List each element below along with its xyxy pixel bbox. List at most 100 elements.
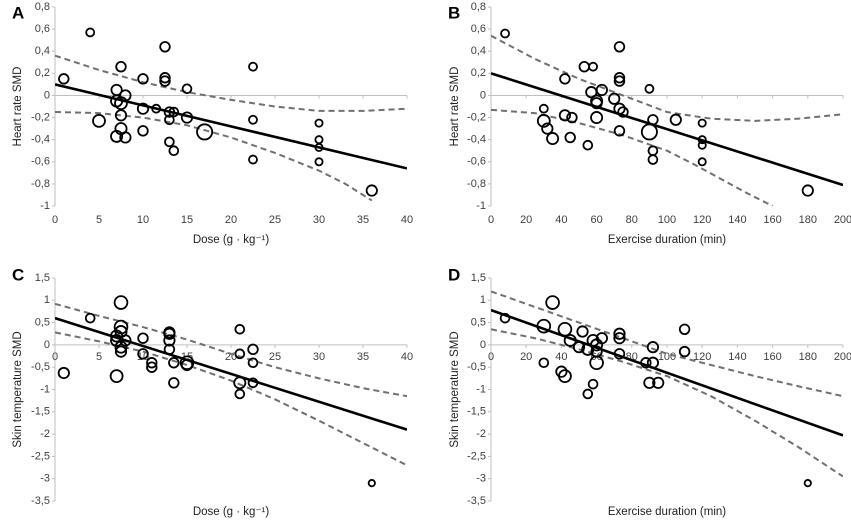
x-tick-label: 10 xyxy=(137,214,149,226)
y-tick-label: -0,6 xyxy=(467,156,486,168)
data-point xyxy=(499,312,511,324)
data-point xyxy=(801,184,814,197)
x-tick-label: 40 xyxy=(401,351,413,363)
data-point xyxy=(163,327,176,340)
x-tick-label: 120 xyxy=(693,351,711,363)
x-tick-label: 140 xyxy=(728,214,746,226)
data-point xyxy=(558,369,572,384)
data-point xyxy=(576,325,589,338)
y-tick-label: -1,5 xyxy=(467,406,486,418)
data-point xyxy=(588,61,598,72)
x-tick-label: 20 xyxy=(225,214,237,226)
data-point xyxy=(803,479,812,488)
data-point xyxy=(137,73,149,85)
data-point xyxy=(109,369,124,384)
x-tick-label: 180 xyxy=(799,214,817,226)
ci-upper-line xyxy=(55,302,407,398)
data-point xyxy=(678,323,691,335)
y-tick-label: -0,8 xyxy=(31,178,50,190)
data-point xyxy=(164,114,175,126)
y-axis-title: Skin temperature SMD xyxy=(12,331,24,447)
y-tick-label: 0,6 xyxy=(471,23,486,35)
regression-line xyxy=(491,308,843,437)
data-point xyxy=(196,123,214,141)
y-tick-label: 0,4 xyxy=(471,45,486,57)
x-tick-label: 160 xyxy=(763,351,781,363)
data-point xyxy=(136,102,150,115)
data-point xyxy=(113,319,129,335)
y-tick-label: -2 xyxy=(476,428,486,440)
y-tick-label: 0 xyxy=(480,89,486,101)
data-point xyxy=(536,113,551,128)
y-tick-label: -0,4 xyxy=(467,134,486,146)
data-point xyxy=(545,295,560,310)
y-tick-label: -3,5 xyxy=(467,495,486,507)
y-tick-label: 1 xyxy=(480,294,486,306)
y-tick-label: -3,5 xyxy=(31,495,50,507)
y-tick-label: 1,5 xyxy=(471,272,486,284)
data-point xyxy=(644,83,655,94)
x-tick-label: 5 xyxy=(96,351,102,363)
y-tick-label: 0,5 xyxy=(471,317,486,329)
data-point xyxy=(92,113,106,128)
data-point xyxy=(164,136,175,148)
ci-lower-line xyxy=(55,331,407,467)
data-point xyxy=(590,111,604,125)
x-tick-label: 200 xyxy=(834,351,851,363)
data-point xyxy=(159,75,171,87)
x-tick-label: 160 xyxy=(763,214,781,226)
x-tick-label: 35 xyxy=(357,214,369,226)
data-point xyxy=(578,60,590,73)
data-point xyxy=(538,103,549,114)
ci-upper-line xyxy=(491,34,843,122)
data-point xyxy=(652,376,665,389)
data-point xyxy=(647,145,659,157)
x-tick-label: 0 xyxy=(488,214,494,226)
data-point xyxy=(137,125,149,137)
data-point xyxy=(115,60,127,73)
x-tick-label: 15 xyxy=(181,214,193,226)
x-tick-label: 180 xyxy=(799,351,817,363)
data-point xyxy=(613,72,626,84)
y-tick-label: -0,2 xyxy=(467,111,486,123)
panel-letter: B xyxy=(448,3,460,22)
x-tick-label: 80 xyxy=(626,214,638,226)
y-tick-label: 0,6 xyxy=(35,23,50,35)
data-point xyxy=(248,114,258,125)
panel-letter: A xyxy=(12,3,24,22)
y-tick-label: 0,5 xyxy=(35,317,50,329)
data-point xyxy=(613,327,626,340)
data-point xyxy=(234,388,246,400)
data-point xyxy=(119,334,132,347)
y-tick-label: -1,5 xyxy=(31,406,50,418)
data-point xyxy=(114,345,128,358)
data-point xyxy=(248,61,258,72)
y-tick-label: 0,2 xyxy=(471,67,486,79)
panel-letter: D xyxy=(448,265,460,284)
data-point xyxy=(617,106,629,118)
x-tick-label: 100 xyxy=(658,351,676,363)
data-point xyxy=(643,376,656,389)
data-point xyxy=(582,139,594,151)
data-point xyxy=(146,361,158,373)
x-tick-label: 25 xyxy=(269,351,281,363)
data-point xyxy=(613,332,626,345)
data-point xyxy=(564,131,576,144)
y-tick-label: -0,6 xyxy=(31,156,50,168)
x-axis-title: Exercise duration (min) xyxy=(608,506,726,518)
y-tick-label: 0 xyxy=(480,339,486,351)
data-point xyxy=(247,357,259,369)
data-point xyxy=(168,357,180,369)
data-point xyxy=(234,323,246,335)
y-tick-label: 0,8 xyxy=(35,1,50,13)
data-point xyxy=(314,157,324,167)
regression-line xyxy=(491,72,843,187)
x-axis-title: Dose (g · kg⁻¹) xyxy=(193,506,270,518)
data-point xyxy=(646,341,660,354)
y-tick-label: -3 xyxy=(40,473,50,485)
y-tick-label: 0 xyxy=(44,89,50,101)
y-tick-label: -2,5 xyxy=(467,450,486,462)
ci-lower-line xyxy=(491,328,843,478)
x-tick-label: 25 xyxy=(269,214,281,226)
